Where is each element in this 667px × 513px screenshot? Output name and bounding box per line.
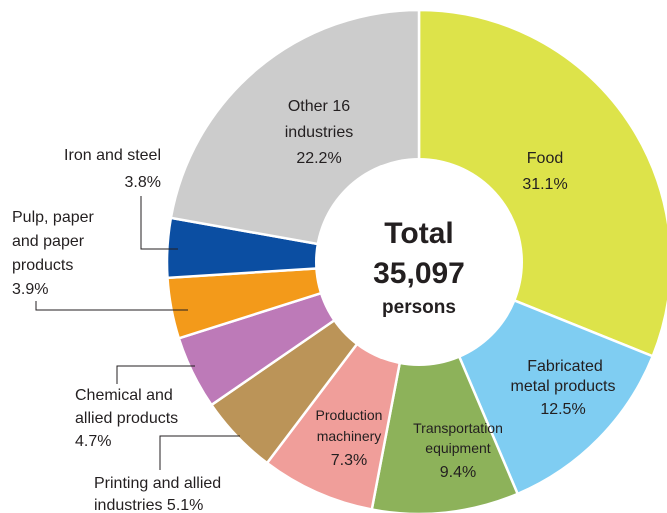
- outside-label-chemical-line2: allied products: [75, 410, 178, 427]
- slice-label-fabricated-line1: Fabricated: [527, 358, 603, 375]
- slice-label-fabricated-line2: metal products: [511, 378, 616, 395]
- outside-label-pulp-line3: products: [12, 257, 73, 274]
- leader-line-chemical: [116, 365, 195, 384]
- slice-label-fabricated-value: 12.5%: [540, 401, 585, 418]
- center-total-value: 35,097: [373, 257, 465, 290]
- slice-label-production-value: 7.3%: [331, 452, 367, 469]
- center-hole: [315, 158, 523, 366]
- slice-label-production-line2: machinery: [317, 428, 382, 444]
- outside-label-chemical-value: 4.7%: [75, 433, 111, 450]
- outside-label-chemical-line1: Chemical and: [75, 387, 173, 404]
- outside-label-iron-value: 3.8%: [125, 174, 161, 191]
- slice-label-food-value: 31.1%: [522, 176, 567, 193]
- leader-line-pulp: [35, 301, 188, 311]
- outside-label-printing-line1: Printing and allied: [94, 475, 221, 492]
- slice-label-transport-line2: equipment: [425, 440, 490, 456]
- leader-line-printing: [159, 435, 240, 470]
- center-total-label: Total: [384, 217, 453, 250]
- slice-label-transport-line1: Transportation: [413, 420, 503, 436]
- outside-label-pulp-line1: Pulp, paper: [12, 209, 95, 226]
- slice-label-other-value: 22.2%: [296, 150, 341, 167]
- slice-label-transport-value: 9.4%: [440, 464, 476, 481]
- outside-label-iron-name: Iron and steel: [64, 147, 161, 164]
- slice-label-other-line1: Other 16: [288, 98, 350, 115]
- outside-label-pulp-line2: and paper: [12, 233, 85, 250]
- slice-label-food-name: Food: [527, 150, 563, 167]
- slice-label-other-line2: industries: [285, 124, 353, 141]
- outside-label-printing-line2: industries 5.1%: [94, 497, 203, 513]
- slice-label-production-line1: Production: [316, 407, 383, 423]
- outside-label-pulp-value: 3.9%: [12, 281, 48, 298]
- leader-line-iron: [140, 196, 178, 250]
- center-unit-label: persons: [382, 297, 456, 318]
